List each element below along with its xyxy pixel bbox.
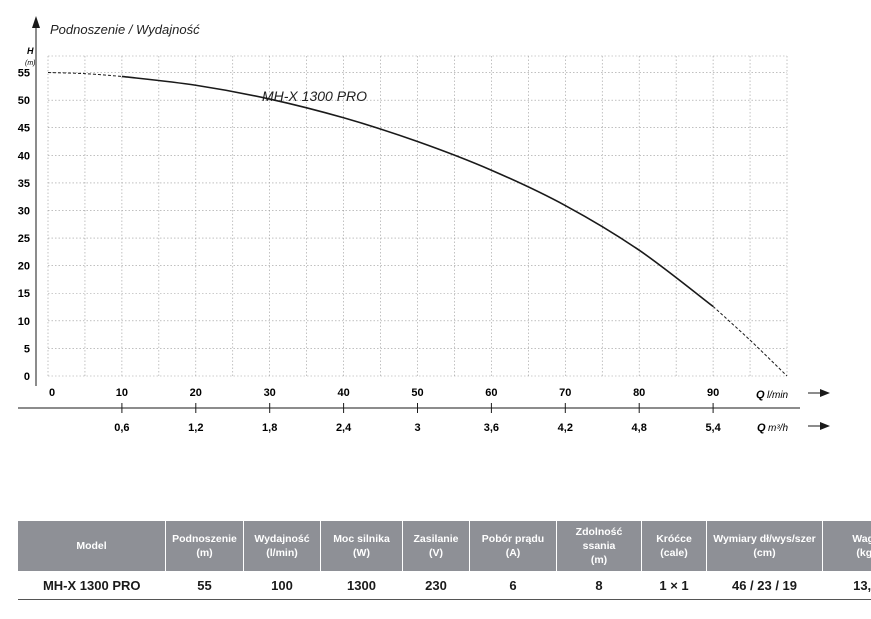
x-axis-label: Q	[756, 389, 765, 401]
x-tick-label: 40	[337, 387, 349, 399]
table-cell: 55	[165, 571, 244, 600]
table-header-text: (l/min)	[266, 547, 298, 559]
table-header-text: (cale)	[660, 547, 688, 559]
table-cell: 100	[243, 571, 321, 600]
table-header-text: Zdolność ssania	[575, 526, 623, 552]
spec-table: Model Podnoszenie (m) Wydajność (l/min) Moc s…	[18, 521, 871, 600]
y-tick-label: 40	[18, 150, 30, 162]
x-tick-label: 50	[411, 387, 423, 399]
x2-axis-arrow-icon	[820, 422, 830, 430]
table-header-text: (m)	[590, 554, 608, 566]
table-header-text: (A)	[505, 547, 521, 559]
x-tick-label: 10	[116, 387, 128, 399]
x2-tick-label: 3,6	[484, 422, 499, 434]
table-header-text: (cm)	[753, 547, 776, 559]
table-header-text: Wymiary dł/wys/szer	[713, 533, 816, 545]
table-header-cell: Moc silnika (W)	[320, 521, 403, 571]
y-axis-unit: (m)	[25, 60, 36, 67]
table-header-cell: Podnoszenie (m)	[165, 521, 244, 571]
curve-solid	[121, 75, 714, 308]
y-tick-label: 20	[18, 261, 30, 273]
y-tick-label: 10	[18, 316, 30, 328]
table-cell: 6	[469, 571, 557, 600]
y-tick-label: 5	[24, 343, 30, 355]
table-header-text: Podnoszenie	[172, 533, 237, 545]
table-header-text: Zasilanie	[413, 533, 459, 545]
x2-tick-label: 5,4	[705, 422, 721, 434]
table-header-cell: Zasilanie (V)	[402, 521, 470, 571]
y-tick-label: 45	[18, 123, 30, 135]
table-cell: 8	[556, 571, 642, 600]
x-tick-label: 20	[190, 387, 202, 399]
table-header-cell: Wymiary dł/wys/szer (cm)	[706, 521, 823, 571]
table-header-text: Moc silnika	[333, 533, 390, 545]
chart-labels: Podnoszenie / WydajnośćH(m)0510152025303…	[18, 22, 789, 434]
y-axis-label: H	[27, 46, 34, 56]
table-header-text: Króćce	[656, 533, 692, 545]
table-header-text: (W)	[353, 547, 370, 559]
x-tick-label: 90	[707, 387, 719, 399]
table-cell: 1 × 1	[641, 571, 707, 600]
table-header-cell: Model	[18, 521, 166, 571]
table-header-cell: Wydajność (l/min)	[243, 521, 321, 571]
table-header-text: (kg)	[856, 547, 871, 559]
table-header-cell: Pobór prądu (A)	[469, 521, 557, 571]
table-header-text: Pobór prądu	[481, 533, 545, 545]
table-header-text: Model	[76, 540, 107, 552]
x-tick-label: 60	[485, 387, 497, 399]
y-tick-label: 25	[18, 233, 30, 245]
table-cell: 230	[402, 571, 470, 600]
x-axis-unit: l/min	[767, 390, 789, 401]
x-axis-arrow-icon	[820, 389, 830, 397]
x-tick-label: 30	[264, 387, 276, 399]
x2-tick-label: 4,8	[632, 422, 647, 434]
x-tick-label: 0	[49, 387, 55, 399]
table-header-text: (m)	[196, 547, 213, 559]
x-tick-label: 80	[633, 387, 645, 399]
table-cell: 46 / 23 / 19	[706, 571, 823, 600]
curve-extrapolated-start	[47, 72, 122, 77]
x2-axis-unit: m³/h	[768, 423, 788, 434]
x2-axis-label: Q	[757, 422, 766, 434]
y-tick-label: 50	[18, 95, 30, 107]
x2-tick-label: 1,2	[188, 422, 203, 434]
pump-performance-chart: Podnoszenie / WydajnośćH(m)0510152025303…	[18, 16, 830, 434]
x2-tick-label: 3	[414, 422, 420, 434]
table-cell: MH-X 1300 PRO	[18, 571, 166, 600]
curve-extrapolated-end	[712, 306, 788, 377]
y-tick-label: 35	[18, 178, 30, 190]
spec-table-row: MH-X 1300 PRO 55 100 1300 230 6 8 1 × 1 46 / 23 …	[18, 571, 871, 600]
x-tick-label: 70	[559, 387, 571, 399]
x2-tick-label: 0,6	[114, 422, 129, 434]
y-axis-arrow-icon	[32, 16, 40, 28]
y-tick-label: 55	[18, 68, 30, 80]
series-label: MH-X 1300 PRO	[262, 88, 367, 104]
x2-tick-label: 2,4	[336, 422, 352, 434]
table-header-text: Wydajność	[254, 533, 310, 545]
table-header-text: Waga	[852, 533, 871, 545]
chart-curve	[47, 72, 788, 377]
chart-title: Podnoszenie / Wydajność	[50, 22, 200, 37]
x2-tick-label: 4,2	[558, 422, 573, 434]
table-header-cell: Zdolność ssania (m)	[556, 521, 642, 571]
y-tick-label: 15	[18, 288, 30, 300]
x2-tick-label: 1,8	[262, 422, 277, 434]
table-header-text: (V)	[429, 547, 443, 559]
table-cell: 13,5	[822, 571, 871, 600]
y-tick-label: 30	[18, 205, 30, 217]
chart-axes	[18, 16, 830, 430]
table-cell: 1300	[320, 571, 403, 600]
table-header-cell: Waga (kg)	[822, 521, 871, 571]
table-header-cell: Króćce (cale)	[641, 521, 707, 571]
y-tick-label: 0	[24, 371, 30, 383]
spec-table-header-row: Model Podnoszenie (m) Wydajność (l/min) Moc s…	[18, 521, 871, 571]
chart-grid	[47, 55, 788, 377]
